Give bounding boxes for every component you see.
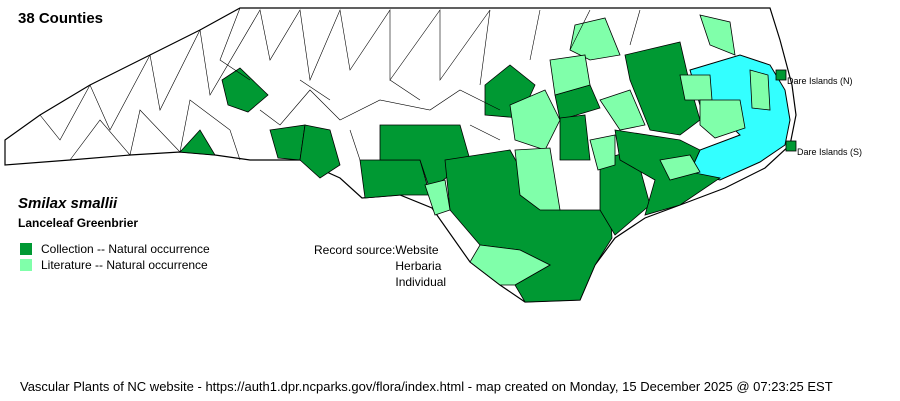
record-source-value: Individual bbox=[395, 275, 447, 289]
legend-item-collection: Collection -- Natural occurrence bbox=[20, 242, 210, 256]
literature-swatch bbox=[20, 259, 32, 271]
county-count: 38 Counties bbox=[18, 10, 104, 27]
collection-counties bbox=[179, 41, 797, 303]
county-lines bbox=[39, 7, 641, 161]
record-source-label: Record source: bbox=[314, 243, 396, 257]
dare-islands-n-label: Dare Islands (N) bbox=[787, 76, 853, 86]
collection-swatch bbox=[20, 243, 32, 255]
footer-credit: Vascular Plants of NC website - https://… bbox=[20, 379, 833, 394]
scientific-name: Smilax smallii bbox=[18, 195, 118, 212]
record-source-value: Herbaria bbox=[395, 259, 442, 273]
common-name: Lanceleaf Greenbrier bbox=[18, 216, 139, 230]
record-source-value: Website bbox=[395, 243, 439, 257]
legend-label: Literature -- Natural occurrence bbox=[41, 258, 208, 272]
legend-label: Collection -- Natural occurrence bbox=[41, 242, 210, 256]
literature-counties bbox=[424, 14, 771, 286]
dare-islands-s-label: Dare Islands (S) bbox=[797, 147, 863, 157]
record-source: Record source: Website Herbaria Individu… bbox=[314, 242, 446, 290]
legend-item-literature: Literature -- Natural occurrence bbox=[20, 258, 208, 272]
